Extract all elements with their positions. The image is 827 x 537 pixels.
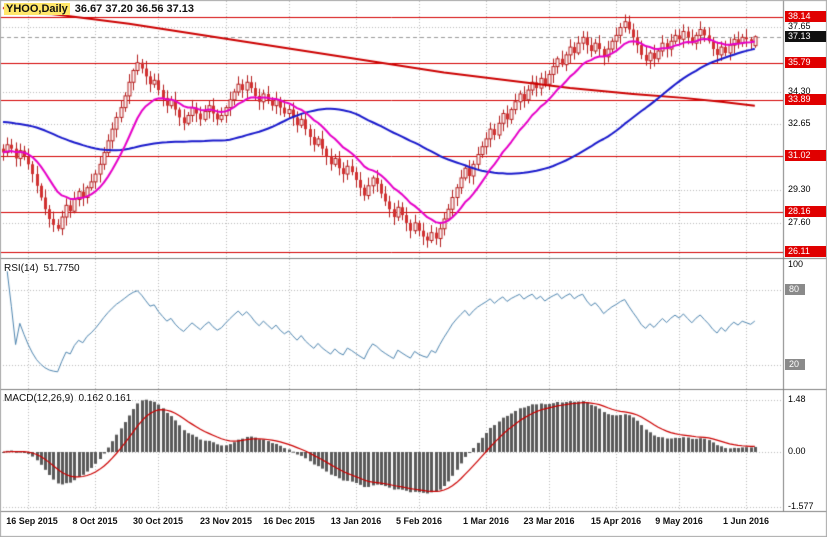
chart-window: YHOO,Daily 36.67 37.20 36.56 37.13 RSI(14… (0, 0, 827, 537)
chart-canvas[interactable] (0, 0, 827, 537)
